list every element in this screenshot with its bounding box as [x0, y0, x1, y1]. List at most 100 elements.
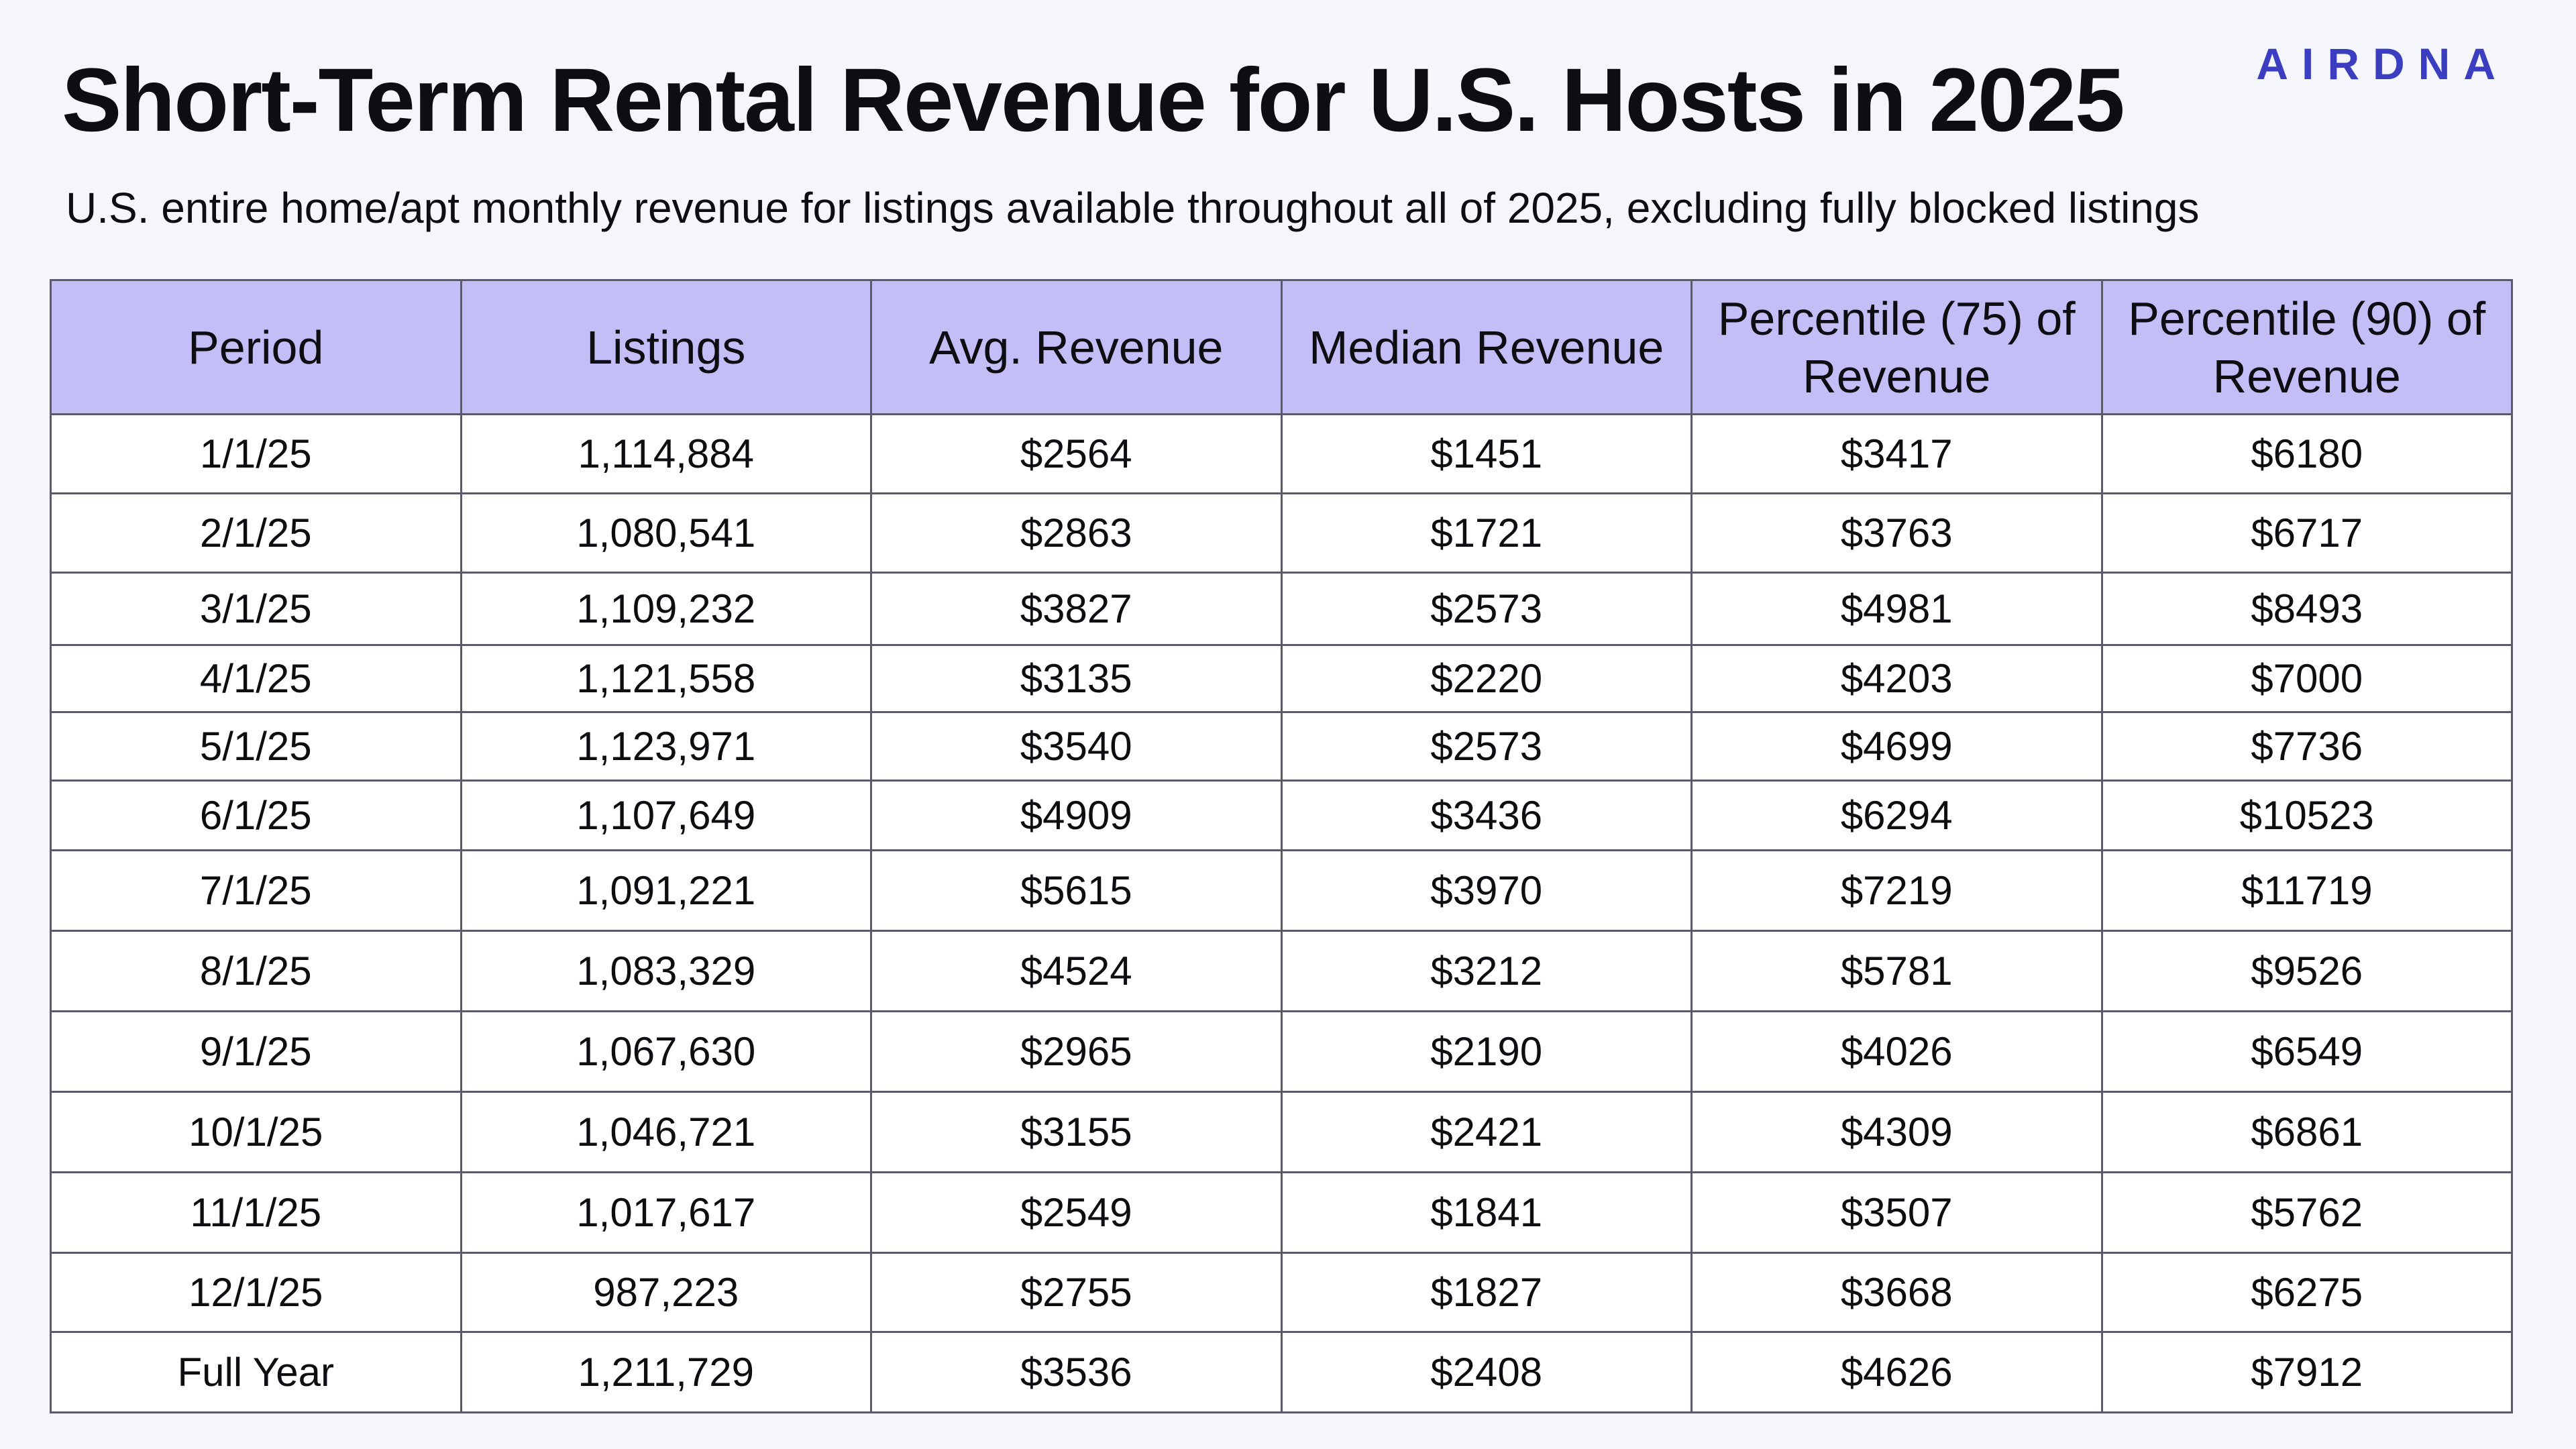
table-cell: $3135: [870, 644, 1283, 713]
period-cell: 1/1/25: [50, 413, 462, 494]
table-cell: $2755: [870, 1252, 1283, 1333]
table-cell: $2573: [1280, 572, 1693, 646]
table-cell: $6180: [2100, 413, 2513, 494]
table-cell: $2965: [870, 1010, 1283, 1093]
table-cell: $3668: [1690, 1252, 2103, 1333]
table-cell: 1,211,729: [460, 1331, 872, 1413]
period-cell: 7/1/25: [50, 849, 462, 932]
table-row: Full Year 1,211,729 $3536 $2408 $4626 $7912: [50, 1331, 2513, 1413]
column-header: Avg. Revenue: [870, 279, 1283, 415]
column-header: Percentile (75) of Revenue: [1690, 279, 2103, 415]
table-row: 6/1/25 1,107,649 $4909 $3436 $6294 $10523: [50, 780, 2513, 851]
table-cell: $3155: [870, 1091, 1283, 1173]
table-cell: $4309: [1690, 1091, 2103, 1173]
table-cell: $2220: [1280, 644, 1693, 713]
table-cell: $7219: [1690, 849, 2103, 932]
table-cell: $3536: [870, 1331, 1283, 1413]
table-cell: $2863: [870, 492, 1283, 574]
revenue-table: Period Listings Avg. Revenue Median Revenue…: [50, 279, 2513, 1413]
table-cell: $1827: [1280, 1252, 1693, 1333]
table-cell: $7000: [2100, 644, 2513, 713]
table-cell: $3436: [1280, 780, 1693, 851]
column-header: Median Revenue: [1280, 279, 1693, 415]
table-cell: 1,123,971: [460, 711, 872, 782]
table-row: 7/1/25 1,091,221 $5615 $3970 $7219 $11719: [50, 849, 2513, 932]
table-cell: $3763: [1690, 492, 2103, 574]
table-body: 1/1/25 1,114,884 $2564 $1451 $3417 $6180 2/1/2…: [50, 413, 2513, 1413]
table-cell: $9526: [2100, 930, 2513, 1012]
table-cell: $5781: [1690, 930, 2103, 1012]
table-header: Period Listings Avg. Revenue Median Revenue…: [50, 279, 2513, 415]
revenue-table-container: Period Listings Avg. Revenue Median Revenue…: [50, 279, 2513, 1413]
table-cell: 1,017,617: [460, 1171, 872, 1254]
table-cell: $3507: [1690, 1171, 2103, 1254]
table-cell: $4203: [1690, 644, 2103, 713]
table-cell: 1,080,541: [460, 492, 872, 574]
period-cell: Full Year: [50, 1331, 462, 1413]
airdna-logo: AIRDNA: [2256, 39, 2509, 89]
period-cell: 3/1/25: [50, 572, 462, 646]
table-row: 2/1/25 1,080,541 $2863 $1721 $3763 $6717: [50, 492, 2513, 574]
table-cell: $5762: [2100, 1171, 2513, 1254]
table-row: 11/1/25 1,017,617 $2549 $1841 $3507 $5762: [50, 1171, 2513, 1254]
table-cell: $8493: [2100, 572, 2513, 646]
table-cell: $3827: [870, 572, 1283, 646]
table-cell: $5615: [870, 849, 1283, 932]
table-cell: 1,114,884: [460, 413, 872, 494]
table-row: 3/1/25 1,109,232 $3827 $2573 $4981 $8493: [50, 572, 2513, 646]
table-cell: $7912: [2100, 1331, 2513, 1413]
table-cell: 1,046,721: [460, 1091, 872, 1173]
table-cell: 1,091,221: [460, 849, 872, 932]
table-row: 5/1/25 1,123,971 $3540 $2573 $4699 $7736: [50, 711, 2513, 782]
period-cell: 12/1/25: [50, 1252, 462, 1333]
table-cell: $2573: [1280, 711, 1693, 782]
table-row: 1/1/25 1,114,884 $2564 $1451 $3417 $6180: [50, 413, 2513, 494]
table-cell: 1,107,649: [460, 780, 872, 851]
table-cell: $4524: [870, 930, 1283, 1012]
table-cell: $4699: [1690, 711, 2103, 782]
period-cell: 9/1/25: [50, 1010, 462, 1093]
table-row: 8/1/25 1,083,329 $4524 $3212 $5781 $9526: [50, 930, 2513, 1012]
table-cell: $1721: [1280, 492, 1693, 574]
table-cell: $6294: [1690, 780, 2103, 851]
table-cell: $3417: [1690, 413, 2103, 494]
table-cell: $2421: [1280, 1091, 1693, 1173]
table-cell: 1,067,630: [460, 1010, 872, 1093]
table-cell: $3970: [1280, 849, 1693, 932]
table-cell: $1841: [1280, 1171, 1693, 1254]
period-cell: 2/1/25: [50, 492, 462, 574]
table-cell: $6275: [2100, 1252, 2513, 1333]
period-cell: 4/1/25: [50, 644, 462, 713]
period-cell: 5/1/25: [50, 711, 462, 782]
column-header: Period: [50, 279, 462, 415]
table-cell: $2549: [870, 1171, 1283, 1254]
period-cell: 11/1/25: [50, 1171, 462, 1254]
table-cell: $4981: [1690, 572, 2103, 646]
table-cell: $2564: [870, 413, 1283, 494]
table-cell: $7736: [2100, 711, 2513, 782]
table-cell: 987,223: [460, 1252, 872, 1333]
table-row: 9/1/25 1,067,630 $2965 $2190 $4026 $6549: [50, 1010, 2513, 1093]
table-cell: $6861: [2100, 1091, 2513, 1173]
table-cell: 1,109,232: [460, 572, 872, 646]
table-cell: $2408: [1280, 1331, 1693, 1413]
table-row: 10/1/25 1,046,721 $3155 $2421 $4309 $6861: [50, 1091, 2513, 1173]
table-cell: $2190: [1280, 1010, 1693, 1093]
table-cell: $3212: [1280, 930, 1693, 1012]
table-cell: 1,121,558: [460, 644, 872, 713]
table-cell: $1451: [1280, 413, 1693, 494]
table-cell: $4626: [1690, 1331, 2103, 1413]
table-cell: $6549: [2100, 1010, 2513, 1093]
table-cell: $10523: [2100, 780, 2513, 851]
period-cell: 10/1/25: [50, 1091, 462, 1173]
column-header: Listings: [460, 279, 872, 415]
table-cell: $6717: [2100, 492, 2513, 574]
table-cell: $11719: [2100, 849, 2513, 932]
header-row: Period Listings Avg. Revenue Median Revenue…: [50, 279, 2513, 415]
table-cell: $3540: [870, 711, 1283, 782]
period-cell: 8/1/25: [50, 930, 462, 1012]
table-cell: $4909: [870, 780, 1283, 851]
chart-title: Short-Term Rental Revenue for U.S. Hosts…: [62, 50, 2125, 150]
table-row: 12/1/25 987,223 $2755 $1827 $3668 $6275: [50, 1252, 2513, 1333]
column-header: Percentile (90) of Revenue: [2100, 279, 2513, 415]
